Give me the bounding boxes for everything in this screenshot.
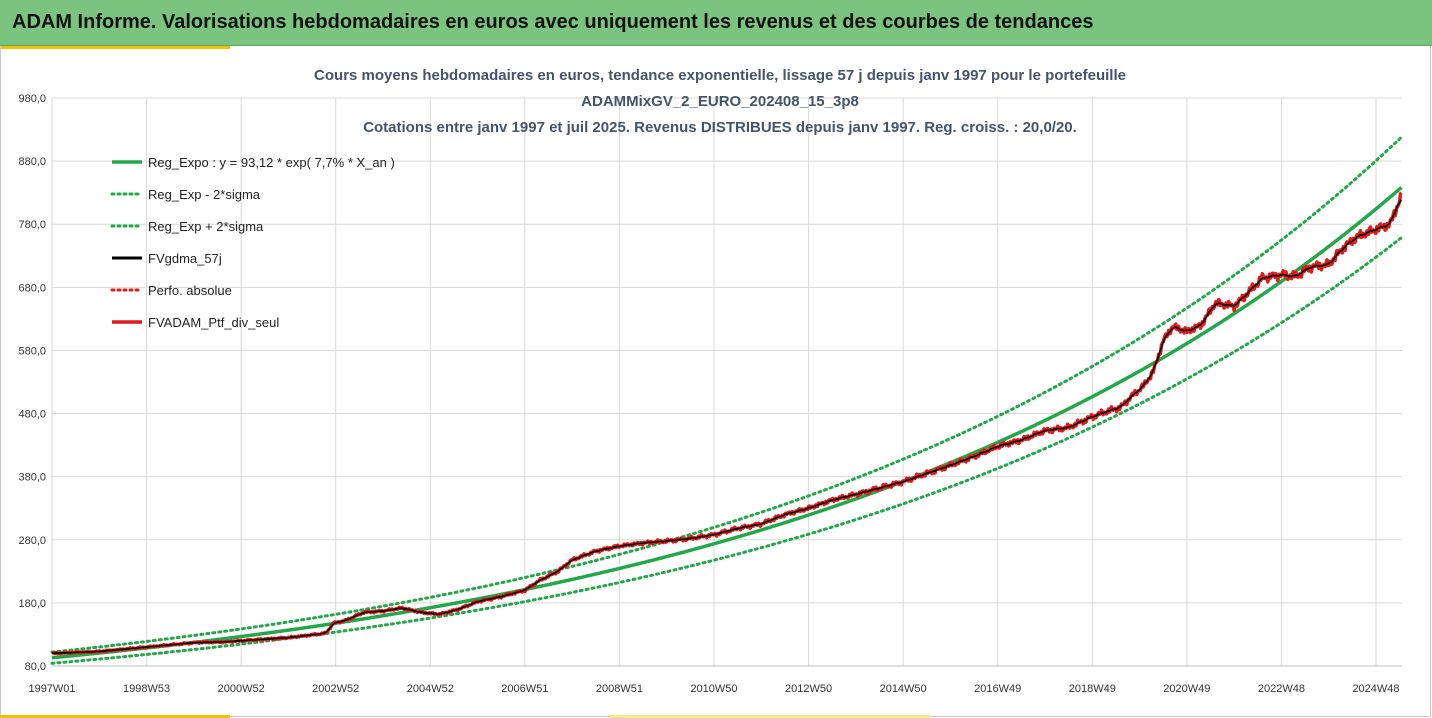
y-tick-label: 280,0 bbox=[18, 535, 46, 547]
legend: Reg_Expo : y = 93,12 * exp( 7,7% * X_an … bbox=[110, 155, 395, 330]
x-tick-label: 2006W51 bbox=[501, 683, 548, 695]
x-tick-label: 2024W48 bbox=[1352, 683, 1399, 695]
x-tick-label: 2014W50 bbox=[880, 683, 927, 695]
accent-bar-top bbox=[0, 46, 230, 49]
chart-title-line-2: ADAMMixGV_2_EURO_202408_15_3p8 bbox=[581, 93, 859, 110]
x-tick-label: 2018W49 bbox=[1069, 683, 1116, 695]
x-tick-label: 1998W53 bbox=[123, 683, 170, 695]
legend-label: Perfo. absolue bbox=[148, 283, 232, 298]
legend-label: FVgdma_57j bbox=[148, 251, 222, 266]
chart-title-line-1: Cours moyens hebdomadaires en euros, ten… bbox=[314, 67, 1126, 84]
smoothed-57j-line bbox=[52, 199, 1403, 654]
regression-plus-2sigma-line bbox=[50, 135, 1403, 654]
y-tick-label: 680,0 bbox=[18, 282, 46, 294]
report-banner: ADAM Informe. Valorisations hebdomadaire… bbox=[0, 0, 1432, 46]
regression-expo-line bbox=[51, 186, 1403, 660]
x-tick-label: 1997W01 bbox=[28, 683, 75, 695]
y-tick-label: 80,0 bbox=[25, 661, 46, 673]
x-tick-label: 2016W49 bbox=[974, 683, 1021, 695]
x-tick-label: 2002W52 bbox=[312, 683, 359, 695]
accent-bar-bottom-mid bbox=[610, 715, 930, 718]
legend-label: Reg_Exp + 2*sigma bbox=[148, 219, 264, 234]
x-tick-label: 2020W49 bbox=[1163, 683, 1210, 695]
axes: 980,0 880,0 780,0 680,0 580,0 480,0 380,0 280,0… bbox=[18, 93, 1402, 695]
x-tick-label: 2022W48 bbox=[1258, 683, 1305, 695]
x-tick-label: 2012W50 bbox=[785, 683, 832, 695]
x-tick-label: 2000W52 bbox=[218, 683, 265, 695]
report-title: ADAM Informe. Valorisations hebdomadaire… bbox=[12, 11, 1094, 33]
regression-minus-2sigma-line bbox=[50, 236, 1403, 665]
y-tick-label: 980,0 bbox=[18, 93, 46, 105]
chart-title: Cours moyens hebdomadaires en euros, ten… bbox=[314, 67, 1126, 136]
chart-title-line-3: Cotations entre janv 1997 et juil 2025. … bbox=[363, 119, 1077, 136]
series bbox=[50, 135, 1403, 665]
accent-bar-bottom-left bbox=[0, 715, 230, 718]
y-tick-label: 380,0 bbox=[18, 472, 46, 484]
y-tick-label: 480,0 bbox=[18, 409, 46, 421]
x-tick-label: 2008W51 bbox=[596, 683, 643, 695]
legend-label: Reg_Expo : y = 93,12 * exp( 7,7% * X_an … bbox=[148, 155, 395, 170]
legend-label: FVADAM_Ptf_div_seul bbox=[148, 315, 279, 330]
portfolio-value-line bbox=[51, 191, 1403, 656]
legend-label: Reg_Exp - 2*sigma bbox=[148, 187, 261, 202]
y-tick-label: 880,0 bbox=[18, 156, 46, 168]
grid-lines bbox=[51, 97, 1402, 667]
y-tick-label: 180,0 bbox=[18, 598, 46, 610]
x-tick-label: 2010W50 bbox=[690, 683, 737, 695]
x-tick-label: 2004W52 bbox=[407, 683, 454, 695]
y-tick-label: 580,0 bbox=[18, 345, 46, 357]
y-tick-label: 780,0 bbox=[18, 219, 46, 231]
